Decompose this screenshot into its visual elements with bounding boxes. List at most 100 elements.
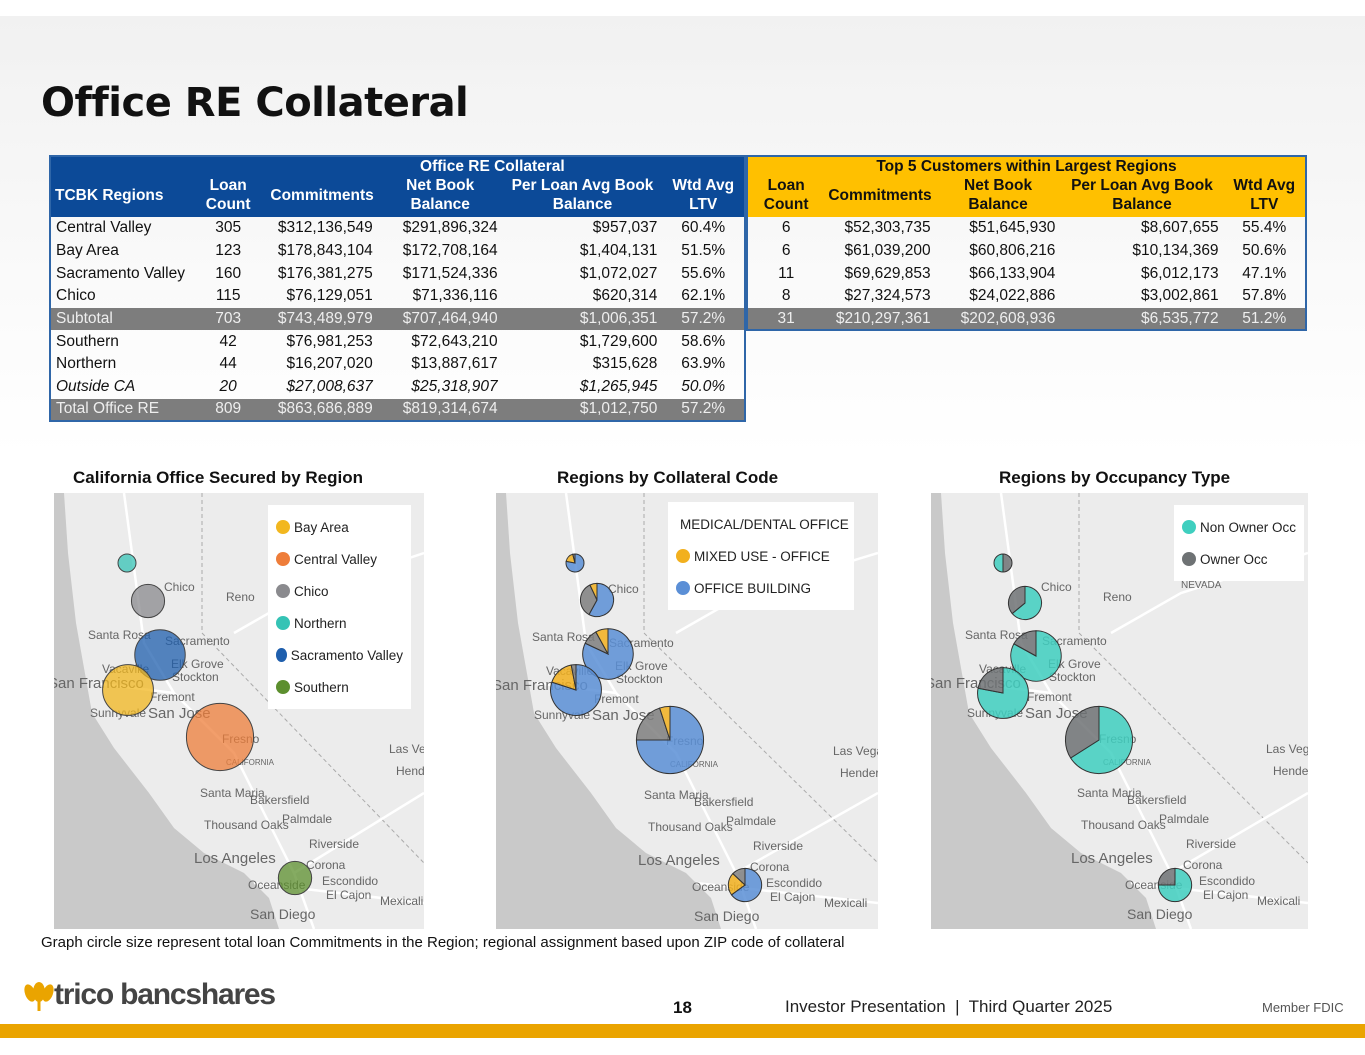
bubble-bay-area[interactable] — [102, 664, 154, 716]
map-title: Regions by Collateral Code — [557, 468, 779, 487]
table-cell: $71,336,116 — [412, 287, 498, 305]
bubble-sacramento-valley[interactable] — [582, 628, 634, 680]
city-label: Corona — [1183, 858, 1223, 872]
table-cell: $863,686,889 — [266, 398, 378, 422]
bubble-chico[interactable] — [130, 583, 166, 619]
city-label: San Jose — [1025, 705, 1088, 722]
bubble-sacramento-valley[interactable] — [1010, 630, 1062, 682]
table-row: Outside CA 20 $27,008,637 $25,318,907 $1,265… — [50, 376, 745, 399]
column-header: Commitments — [824, 176, 936, 217]
legend-item[interactable]: OFFICE BUILDING — [676, 572, 846, 604]
column-header: Commitments — [266, 176, 378, 217]
legend-label: Owner Occ — [1200, 551, 1268, 567]
bubble-slice — [185, 702, 255, 772]
column-header: Net Book Balance — [377, 176, 503, 217]
bubble-bay-area[interactable] — [977, 667, 1029, 719]
bubble-bay-area[interactable] — [550, 664, 602, 716]
city-label: Escondido — [1199, 874, 1255, 888]
table-cell: 305 — [215, 219, 242, 237]
city-label: Mexicali — [380, 894, 423, 908]
bubble-chico[interactable] — [1007, 585, 1043, 621]
table-cell: $1,404,131 — [579, 242, 658, 260]
table-cell: Subtotal — [50, 307, 190, 331]
legend-dot-icon — [276, 584, 290, 598]
city-label: NEVADA — [1181, 580, 1222, 591]
city-label: Las Vegas — [833, 744, 878, 758]
header-background — [0, 16, 1365, 456]
city-label: Santa Rosa — [88, 628, 151, 642]
table-row: 11 $69,629,853 $66,133,904 $6,012,173 47.1% — [747, 262, 1306, 285]
presentation-label: Investor Presentation | Third Quarter 20… — [785, 997, 1113, 1016]
legend-item[interactable]: Chico — [276, 575, 403, 607]
legend-item[interactable]: Central Valley — [276, 543, 403, 575]
city-label: El Cajon — [770, 890, 815, 904]
city-label: San Diego — [694, 908, 760, 924]
bubble-slice — [117, 553, 137, 573]
city-label: Stockton — [616, 672, 663, 686]
legend-item[interactable]: Owner Occ — [1182, 543, 1296, 575]
table-row: 31 $210,297,361 $202,608,936 $6,535,772 51.2… — [747, 307, 1306, 331]
table-cell: 62.1% — [681, 287, 726, 305]
table-cell: $61,039,200 — [844, 242, 931, 260]
legend-item[interactable]: Sacramento Valley — [276, 639, 403, 671]
legend-dot-icon — [276, 552, 290, 566]
bubble-southern[interactable] — [1157, 867, 1193, 903]
bubble-sacramento-valley[interactable] — [134, 629, 186, 681]
legend-item[interactable]: Southern — [276, 671, 403, 703]
bubble-central-valley[interactable] — [635, 705, 705, 775]
legend-label: OFFICE BUILDING — [694, 580, 812, 596]
bubble-central-valley[interactable] — [185, 702, 255, 772]
table-cell: 47.1% — [1242, 264, 1287, 282]
bubble-northern[interactable] — [117, 553, 137, 573]
city-label: Fremont — [1027, 690, 1072, 704]
pie-slice — [589, 582, 598, 601]
city-label: Bakersfield — [1127, 793, 1186, 807]
bubble-chico[interactable] — [579, 582, 615, 617]
city-label: Henderson — [1273, 764, 1308, 778]
table-cell: 51.2% — [1223, 307, 1306, 331]
bubble-northern[interactable] — [565, 553, 585, 573]
legend-label: MEDICAL/DENTAL OFFICE — [680, 516, 849, 532]
table-cell: 58.6% — [681, 332, 726, 350]
table-cell: 123 — [215, 242, 242, 260]
legend-item[interactable]: MIXED USE - OFFICE — [676, 540, 846, 572]
bubble-northern[interactable] — [993, 553, 1013, 573]
table-row: Central Valley 305 $312,136,549 $291,896,32… — [50, 217, 745, 240]
map-legend: Non Owner Occ Owner Occ — [1174, 505, 1304, 581]
bubble-central-valley[interactable] — [1064, 705, 1134, 775]
city-label: Fremont — [594, 692, 639, 706]
legend-item[interactable]: Northern — [276, 607, 403, 639]
city-label: Riverside — [753, 839, 803, 853]
legend-item[interactable]: Bay Area — [276, 511, 403, 543]
column-header: Loan Count — [747, 176, 825, 217]
city-label: Chico — [164, 580, 195, 594]
table-cell: 703 — [189, 307, 267, 331]
column-header: Wtd Avg LTV — [662, 176, 745, 217]
table-cell: $1,006,351 — [502, 307, 663, 331]
table-cell: $3,002,861 — [1140, 287, 1219, 305]
table-row: Chico 115 $76,129,051 $71,336,116 $620,314 62… — [50, 285, 745, 308]
pie-slice — [658, 705, 671, 741]
ocean — [496, 493, 721, 929]
city-label: Palmdale — [1159, 812, 1209, 826]
legend-dot-icon — [276, 648, 287, 662]
legend-label: Northern — [294, 615, 347, 631]
table-row: Southern 42 $76,981,253 $72,643,210 $1,729,6… — [50, 330, 745, 353]
pie-slice — [732, 867, 746, 887]
legend-item[interactable]: Non Owner Occ — [1182, 511, 1296, 543]
city-label: Palmdale — [282, 812, 332, 826]
bubble-slice — [130, 583, 166, 619]
city-label: El Cajon — [1203, 888, 1248, 902]
city-label: Chico — [608, 582, 639, 596]
table-cell: $291,896,324 — [402, 219, 498, 237]
bubble-southern[interactable] — [277, 860, 313, 896]
table-cell: 11 — [778, 264, 795, 282]
city-label: Chico — [1041, 580, 1072, 594]
table-cell: $1,072,027 — [579, 264, 658, 282]
legend-item[interactable]: MEDICAL/DENTAL OFFICE — [676, 508, 849, 540]
office-re-collateral-table: Office RE Collateral TCBK Regions Loan Co… — [49, 155, 746, 423]
city-label: San Diego — [1127, 906, 1193, 922]
table-cell: $1,729,600 — [579, 332, 658, 350]
bubble-southern[interactable] — [727, 867, 763, 903]
